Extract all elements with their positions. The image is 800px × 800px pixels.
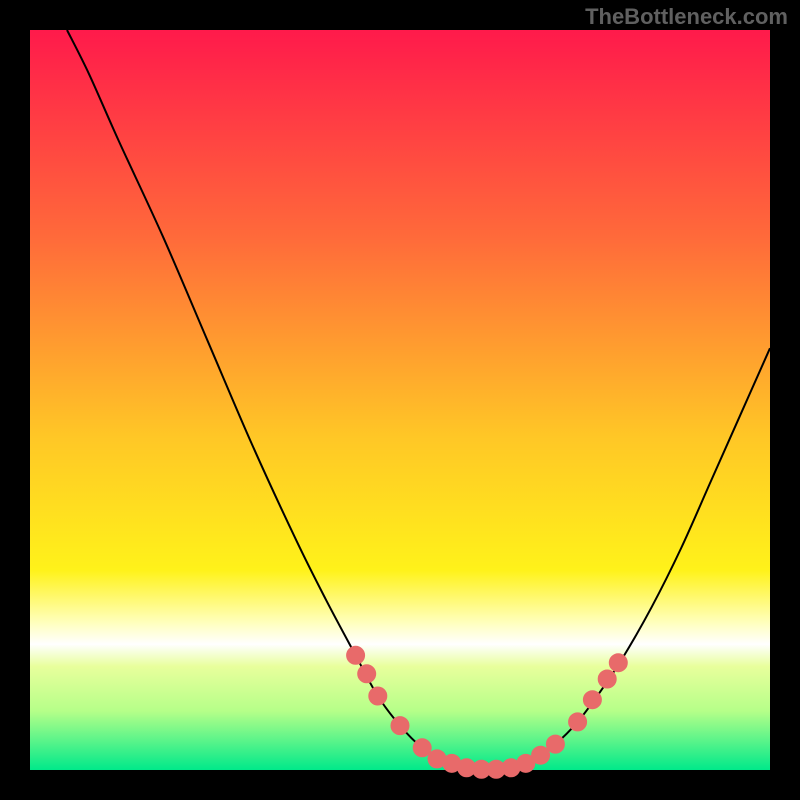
marker-dot <box>532 746 550 764</box>
marker-dot <box>546 735 564 753</box>
marker-dot <box>583 691 601 709</box>
marker-dot <box>391 717 409 735</box>
marker-dot <box>569 713 587 731</box>
watermark-label: TheBottleneck.com <box>585 4 788 30</box>
marker-dot <box>598 670 616 688</box>
marker-dot <box>413 739 431 757</box>
marker-dot <box>609 654 627 672</box>
marker-dot <box>369 687 387 705</box>
bottleneck-chart: TheBottleneck.com <box>0 0 800 800</box>
plot-background <box>30 30 770 770</box>
marker-dot <box>347 646 365 664</box>
marker-dot <box>358 665 376 683</box>
chart-svg <box>0 0 800 800</box>
